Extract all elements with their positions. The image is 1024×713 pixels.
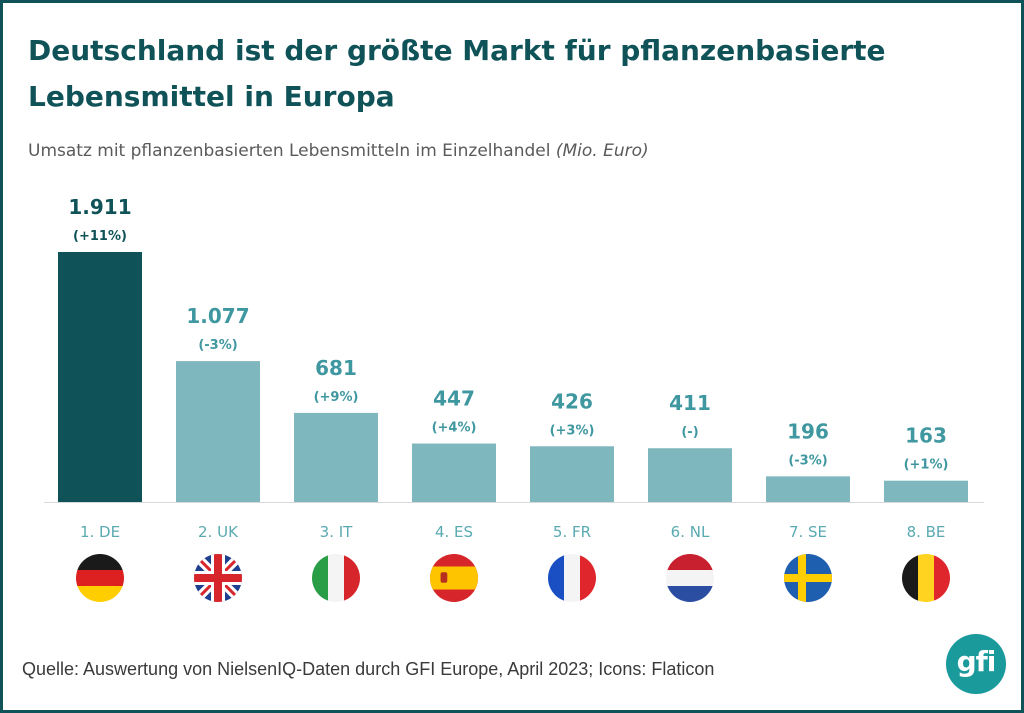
x-tick-label: 3. IT (320, 523, 354, 541)
subtitle-unit: (Mio. Euro) (555, 141, 649, 161)
italy-flag-icon (312, 554, 360, 602)
bar (58, 252, 142, 502)
bar-change-label: (+9%) (314, 390, 359, 405)
sweden-flag-icon (784, 554, 832, 602)
bar-value-label: 447 (433, 387, 475, 411)
bar-value-label: 163 (905, 424, 947, 448)
bar (530, 446, 614, 502)
bar-value-label: 1.911 (68, 195, 131, 219)
x-tick-label: 8. BE (907, 523, 946, 541)
x-tick-label: 1. DE (80, 523, 120, 541)
bar-value-label: 681 (315, 356, 357, 380)
bar-value-label: 196 (787, 419, 829, 443)
gfi-logo-text: gfi (956, 645, 997, 678)
netherlands-flag-icon (666, 554, 714, 602)
bar-change-label: (+4%) (432, 421, 477, 436)
bar-value-label: 426 (551, 389, 593, 413)
bar-value-label: 1.077 (186, 304, 249, 328)
chart-title: Deutschland ist der größte Markt für pfl… (28, 34, 886, 113)
bar (176, 361, 260, 502)
uk-flag-icon (194, 554, 242, 602)
bar-change-label: (+1%) (904, 458, 949, 473)
gfi-logo: gfi (946, 634, 1006, 694)
bar-change-label: (-3%) (788, 453, 827, 468)
bar-change-label: (+11%) (73, 229, 127, 244)
france-flag-icon (548, 554, 596, 602)
chart-subtitle: Umsatz mit pflanzenbasierten Lebensmitte… (28, 141, 649, 161)
x-tick-label: 5. FR (553, 523, 591, 541)
x-tick-label: 7. SE (789, 523, 827, 541)
bar (294, 412, 378, 502)
belgium-flag-icon (902, 554, 950, 602)
bar-change-label: (-3%) (198, 338, 237, 353)
bar (412, 443, 496, 502)
x-tick-label: 4. ES (435, 523, 473, 541)
bar (766, 476, 850, 502)
bar-change-label: (-) (681, 425, 698, 440)
source-note: Quelle: Auswertung von NielsenIQ-Daten d… (22, 659, 715, 679)
bar (884, 480, 968, 502)
subtitle-text: Umsatz mit pflanzenbasierten Lebensmitte… (28, 141, 551, 161)
x-tick-label: 6. NL (671, 523, 710, 541)
x-tick-label: 2. UK (198, 523, 239, 541)
bar-value-label: 411 (669, 391, 711, 415)
spain-flag-icon (430, 554, 478, 602)
bar-change-label: (+3%) (550, 423, 595, 438)
bar (648, 448, 732, 502)
germany-flag-icon (76, 554, 124, 602)
